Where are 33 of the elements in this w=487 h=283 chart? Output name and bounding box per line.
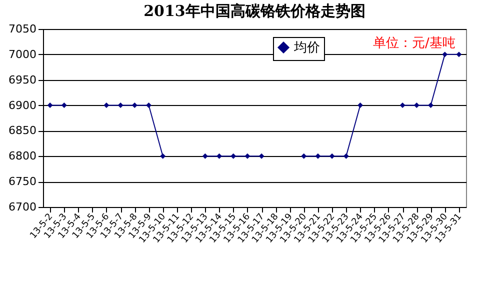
point (216, 153, 222, 159)
point (146, 102, 152, 108)
y-tick-label: 7050 (8, 22, 36, 36)
point (160, 153, 166, 159)
point (400, 102, 406, 108)
y-tick-label: 7000 (8, 48, 36, 61)
point (118, 102, 124, 108)
point (456, 52, 462, 58)
point (230, 153, 236, 159)
point (132, 102, 138, 108)
point (47, 102, 53, 108)
y-tick-label: 6900 (8, 98, 36, 112)
point (343, 153, 349, 159)
legend-label: 均价 (293, 40, 320, 56)
point (301, 153, 307, 159)
y-tick-label: 6800 (8, 150, 36, 163)
chart-title: 2013年中国高碳铬铁价格走势图 (144, 2, 366, 20)
point (104, 102, 110, 108)
point (61, 102, 67, 108)
point (258, 153, 264, 159)
point (244, 153, 250, 159)
y-tick-label: 6700 (8, 200, 36, 214)
point (358, 102, 363, 108)
y-tick-label: 6750 (8, 175, 36, 188)
point (428, 102, 434, 108)
point (202, 153, 208, 159)
y-tick-label: 6850 (8, 124, 36, 138)
point (414, 102, 420, 108)
y-tick-label: 6950 (8, 73, 36, 86)
annotation: 单位：元/基吨 (373, 35, 456, 52)
point (329, 153, 335, 159)
point (315, 153, 321, 159)
point (442, 52, 448, 58)
